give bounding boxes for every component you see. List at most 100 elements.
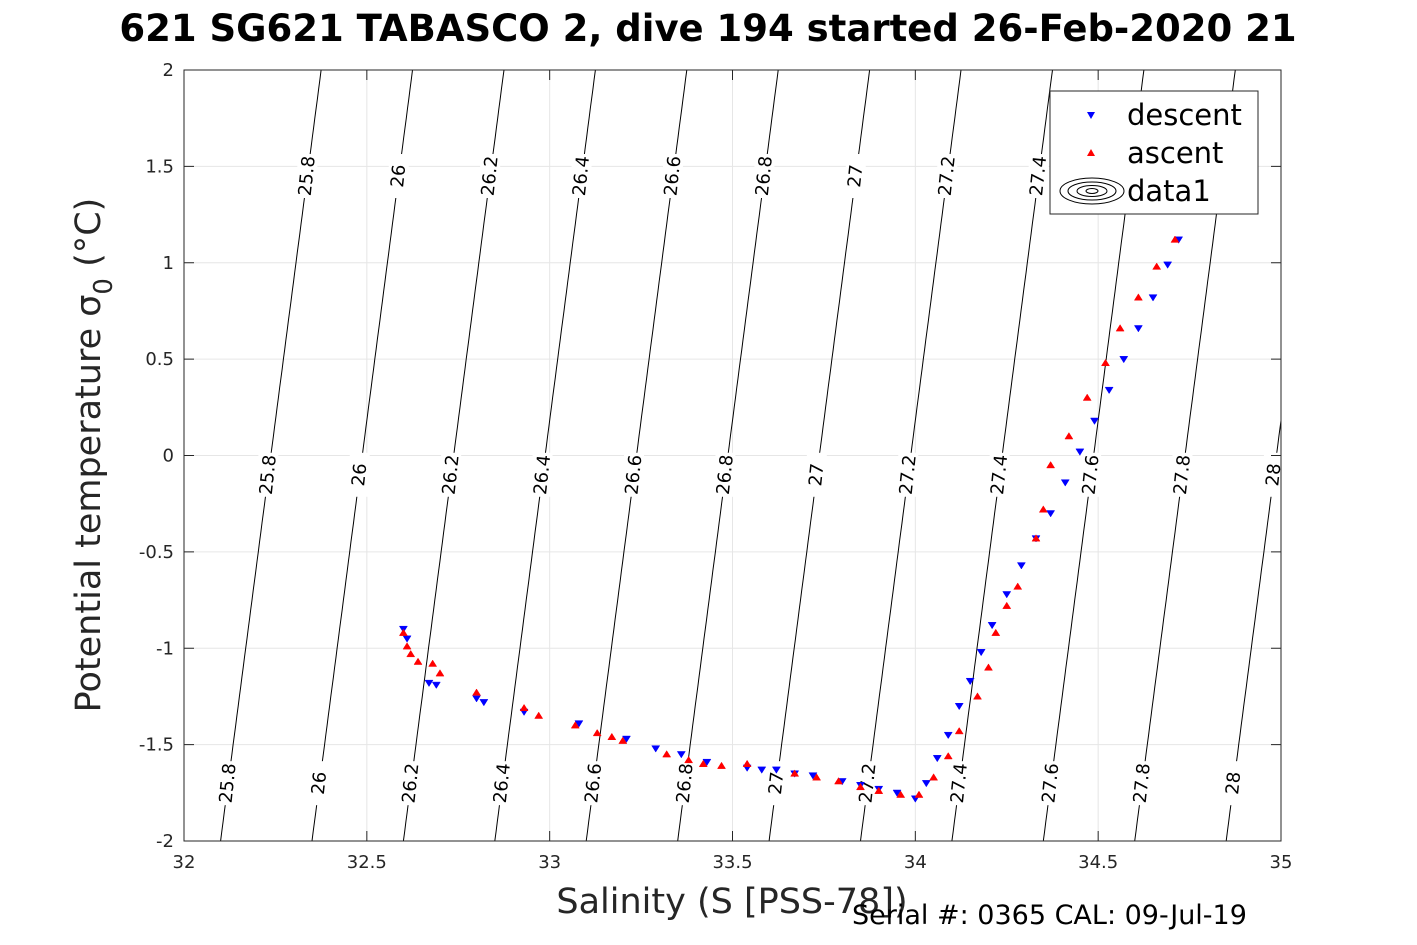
data-point-descent	[954, 703, 964, 711]
data-point-descent	[932, 755, 942, 763]
contour-label-bg	[218, 761, 239, 806]
contour-label-bg	[400, 761, 421, 806]
data-point-ascent	[428, 659, 438, 667]
contour-label-bg	[583, 761, 604, 806]
contour-label: 27.6	[1038, 762, 1063, 804]
y-tick-label: 0.5	[145, 349, 174, 370]
data-point-descent	[771, 766, 781, 774]
legend-entry-ascent: ascent	[1127, 136, 1223, 170]
contour-label-bg	[1028, 154, 1049, 199]
data-point-descent	[1002, 591, 1012, 599]
legend-contour-icon	[1076, 185, 1108, 197]
contour-label: 26.8	[673, 762, 698, 804]
data-point-ascent	[1013, 582, 1023, 590]
contour-label-bg	[715, 452, 736, 497]
data-point-descent	[976, 649, 986, 657]
x-tick-label: 32	[173, 852, 196, 873]
contour-label-bg	[480, 154, 501, 199]
data-point-ascent	[1082, 393, 1092, 401]
y-tick-label: 0	[163, 446, 174, 467]
x-tick-label: 32.5	[347, 852, 387, 873]
data-point-descent	[892, 789, 902, 797]
data-point-descent	[943, 731, 953, 740]
contour-label-bg	[754, 154, 775, 199]
data-point-ascent	[413, 657, 423, 665]
x-tick-label: 34.5	[1078, 852, 1118, 873]
data-point-ascent	[1031, 534, 1041, 542]
density-contours: 25.8 25.8 25.8 26 26 26 26.2 26.2 26.2 26.4 26.4 26…	[216, 70, 1281, 841]
series-ascent	[398, 235, 1180, 798]
contour-label: 26.8	[713, 454, 738, 496]
data-point-ascent	[1046, 461, 1056, 469]
contour-label: 27.4	[1026, 155, 1051, 197]
y-tick-label: -1	[156, 638, 174, 659]
data-point-descent	[651, 745, 661, 753]
contour-label-bg	[441, 452, 462, 497]
contour-label: 26.6	[581, 762, 606, 804]
data-point-descent	[431, 681, 441, 689]
contour-label-bg	[349, 452, 370, 497]
data-point-descent	[1119, 356, 1129, 364]
legend-contour-icon	[1059, 177, 1125, 205]
data-point-descent	[987, 622, 997, 630]
data-point-ascent	[717, 761, 726, 769]
x-tick-label: 33	[538, 852, 561, 873]
data-point-ascent	[1038, 505, 1048, 513]
data-point-ascent	[684, 755, 694, 764]
data-point-ascent	[1115, 324, 1125, 332]
data-point-descent	[424, 679, 434, 688]
y-tick-label: -2	[156, 831, 174, 852]
legend-contour-icon	[1067, 181, 1117, 201]
contour-label: 25.8	[216, 762, 241, 804]
serial-calibration-text: Serial #: 0365 CAL: 09-Jul-19	[852, 900, 1247, 931]
legend-ascent-marker	[1087, 149, 1095, 156]
contour-label: 27.6	[1079, 454, 1104, 496]
contour-label-bg	[1223, 761, 1244, 806]
data-point-descent	[1046, 510, 1056, 518]
contour-label: 25.8	[256, 454, 281, 496]
contour-label-bg	[949, 761, 970, 806]
x-tick-label: 35	[1270, 852, 1293, 873]
contour-label: 26	[387, 164, 410, 189]
data-point-descent	[1163, 261, 1173, 269]
contour-label-bg	[1263, 452, 1281, 497]
contour-label-bg	[492, 761, 513, 806]
data-point-ascent	[435, 669, 445, 677]
contour-label: 27	[765, 771, 788, 796]
data-point-ascent	[929, 773, 939, 781]
data-point-ascent	[1152, 262, 1162, 270]
contour-label: 26.2	[439, 454, 464, 496]
data-point-descent	[1075, 448, 1085, 456]
x-axis-label: Salinity (S [PSS-78])	[556, 882, 907, 922]
contour-label-bg	[806, 452, 827, 497]
contour-label-bg	[258, 452, 279, 497]
legend-descent-marker	[1087, 112, 1095, 119]
contour-label-bg	[1132, 761, 1153, 806]
contour-label-bg	[675, 761, 696, 806]
data-point-descent	[1016, 562, 1026, 570]
contour-label: 26.4	[530, 454, 555, 496]
contour-label-bg	[989, 452, 1010, 497]
data-point-ascent	[607, 732, 617, 740]
contour-label: 26.6	[660, 155, 685, 197]
legend-contour-icon	[1085, 188, 1099, 194]
contour-label: 27	[844, 164, 867, 189]
data-point-ascent	[472, 688, 481, 696]
contour-label: 27.4	[947, 762, 972, 804]
contour-label: 28	[1222, 771, 1245, 796]
data-point-descent	[1060, 479, 1070, 487]
axes: 32 32.5 33 33.5 34 34.5 35 -2 -1.5 -1 -0.5 0 0.5 1 1.5…	[139, 60, 1293, 873]
data-point-descent	[965, 677, 975, 686]
contour-label-bg	[1172, 452, 1193, 497]
contour-label: 26.2	[478, 155, 503, 197]
legend-entry-data1: data1	[1127, 174, 1211, 208]
data-point-ascent	[856, 782, 865, 791]
data-point-descent	[574, 720, 584, 728]
y-axis-label: Potential temperature σ0 (°C)	[69, 198, 119, 713]
data-point-ascent	[406, 649, 416, 658]
contour-label: 27.2	[896, 454, 921, 496]
legend-box	[1049, 90, 1259, 215]
x-tick-label: 33.5	[712, 852, 752, 873]
contour-label: 27.2	[935, 155, 960, 197]
data-point-ascent	[1170, 235, 1180, 243]
